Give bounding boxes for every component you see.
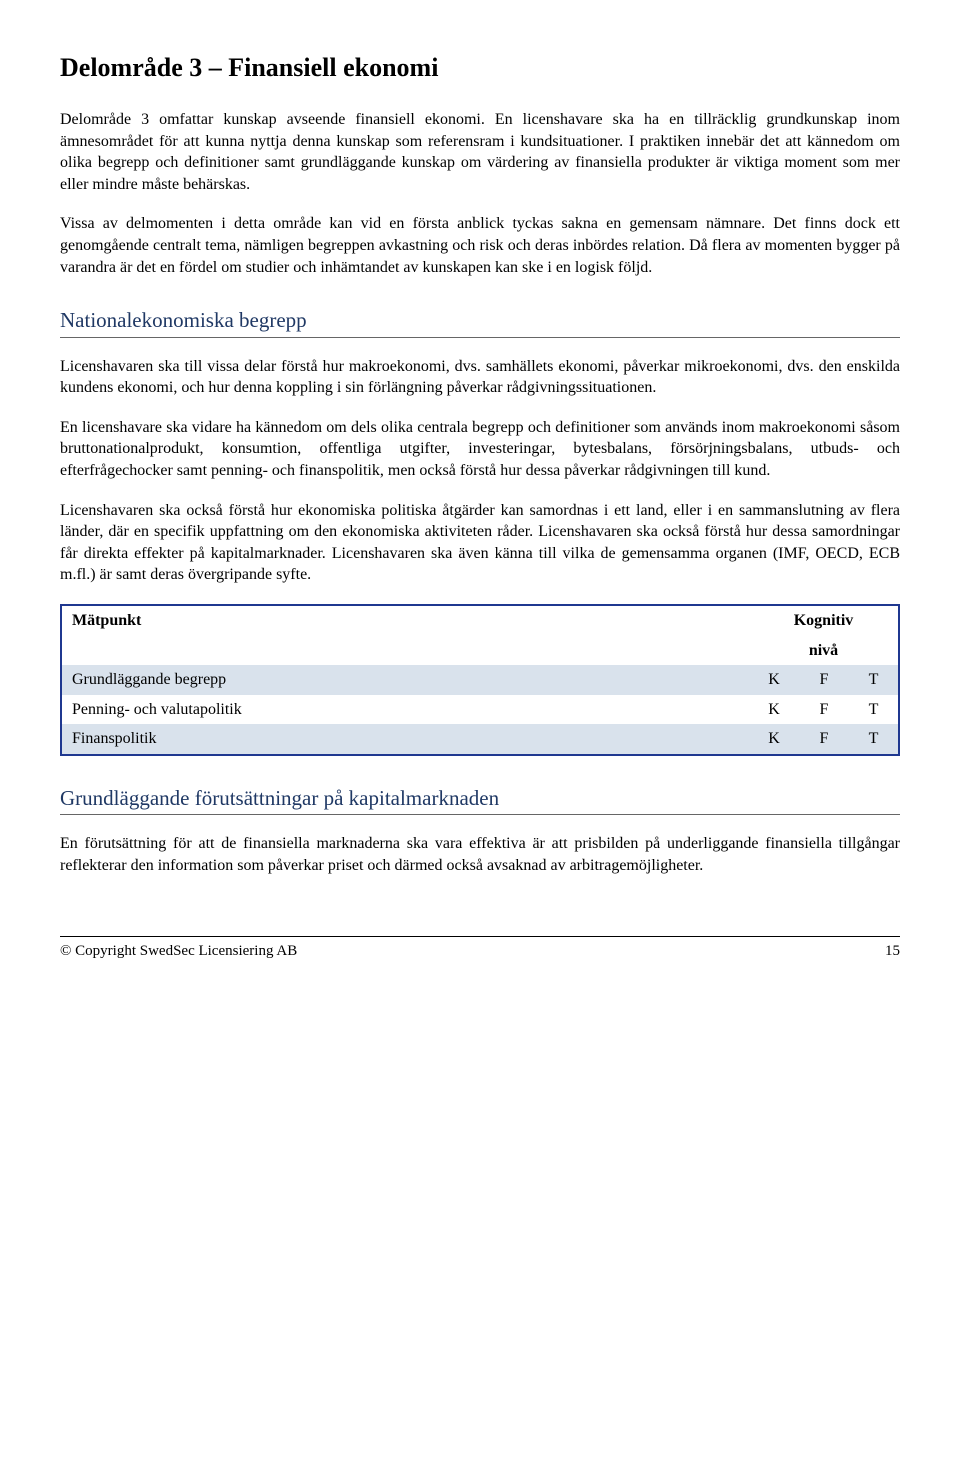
table-header-matpunkt: Mätpunkt xyxy=(61,605,749,665)
table-header-niva: nivå xyxy=(749,636,899,666)
table-header-row: Mätpunkt Kognitiv xyxy=(61,605,899,636)
section2-paragraph-1: En förutsättning för att de finansiella … xyxy=(60,833,900,876)
table-cell-level: T xyxy=(849,665,899,695)
table-cell-level: T xyxy=(849,724,899,755)
footer-copyright: © Copyright SwedSec Licensiering AB xyxy=(60,941,297,961)
section1-paragraph-2: En licenshavare ska vidare ha kännedom o… xyxy=(60,417,900,482)
footer-page-number: 15 xyxy=(885,941,900,961)
table-header-kognitiv: Kognitiv xyxy=(749,605,899,636)
section-heading-nationalekonomiska: Nationalekonomiska begrepp xyxy=(60,306,900,337)
matpunkt-table: Mätpunkt Kognitiv nivå Grundläggande beg… xyxy=(60,604,900,756)
table-row: Penning- och valutapolitik K F T xyxy=(61,695,899,725)
section1-paragraph-3: Licenshavaren ska också förstå hur ekono… xyxy=(60,500,900,586)
intro-paragraph-2: Vissa av delmomenten i detta område kan … xyxy=(60,213,900,278)
section-heading-grundlaggande: Grundläggande förutsättningar på kapital… xyxy=(60,784,900,815)
table-cell-label: Grundläggande begrepp xyxy=(61,665,749,695)
table-cell-level: K xyxy=(749,695,799,725)
table-row: Grundläggande begrepp K F T xyxy=(61,665,899,695)
section1-paragraph-1: Licenshavaren ska till vissa delar först… xyxy=(60,356,900,399)
table-cell-level: F xyxy=(799,724,849,755)
table-cell-level: T xyxy=(849,695,899,725)
table-cell-level: F xyxy=(799,665,849,695)
intro-paragraph-1: Delområde 3 omfattar kunskap avseende fi… xyxy=(60,109,900,195)
table-cell-level: K xyxy=(749,724,799,755)
page-footer: © Copyright SwedSec Licensiering AB 15 xyxy=(60,936,900,961)
table-cell-level: F xyxy=(799,695,849,725)
page-title: Delområde 3 – Finansiell ekonomi xyxy=(60,50,900,85)
table-cell-label: Finanspolitik xyxy=(61,724,749,755)
table-cell-level: K xyxy=(749,665,799,695)
table-row: Finanspolitik K F T xyxy=(61,724,899,755)
table-cell-label: Penning- och valutapolitik xyxy=(61,695,749,725)
